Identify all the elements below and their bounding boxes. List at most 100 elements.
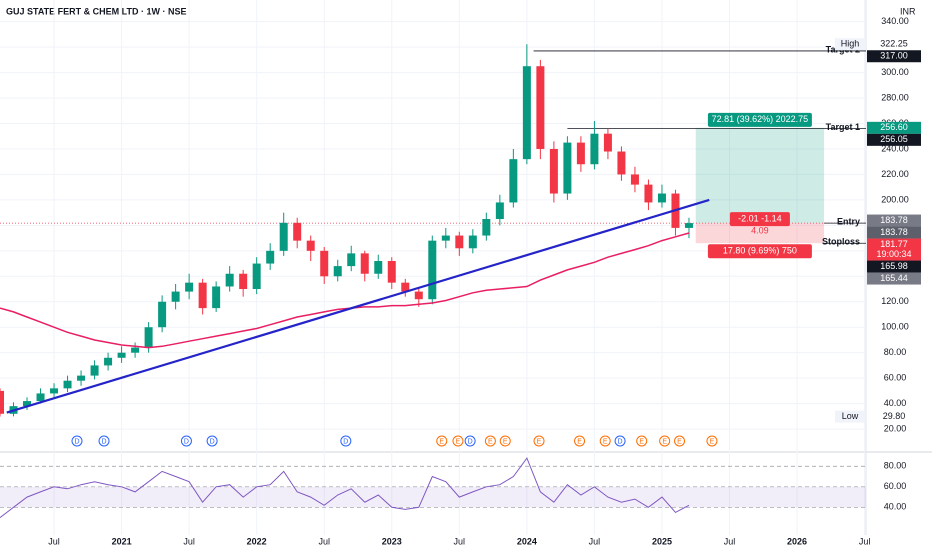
price-tag [867, 38, 921, 51]
candle-body [212, 286, 221, 309]
candle-body [104, 357, 113, 366]
event-marker [71, 435, 83, 447]
price-tag [867, 121, 921, 134]
candle-body [509, 159, 518, 203]
event-label: E [639, 438, 644, 445]
event-label: D [184, 438, 189, 445]
event-marker [636, 435, 648, 447]
event-marker [464, 435, 476, 447]
candle-body [387, 261, 396, 283]
rsi-tick-label: 60.00 [884, 481, 907, 491]
candle-body [441, 235, 450, 241]
candle-body [117, 352, 126, 358]
candle-body [617, 151, 626, 175]
x-tick-label: Jul [318, 536, 330, 546]
price-tag-label: 317.00 [880, 51, 908, 61]
event-label: E [488, 438, 493, 445]
candle-body [158, 301, 167, 328]
x-tick-label: 2022 [247, 536, 267, 546]
candle-body [414, 291, 423, 300]
event-marker [206, 435, 218, 447]
event-marker [98, 435, 110, 447]
level-label: Stoploss [822, 237, 860, 247]
candle-body [549, 148, 558, 194]
event-label: E [503, 438, 508, 445]
candle-body [90, 365, 99, 376]
candle-body [36, 393, 45, 402]
event-label: D [468, 438, 473, 445]
event-label: E [537, 438, 542, 445]
candle-body [590, 133, 599, 165]
price-tag-label: 165.98 [880, 261, 908, 271]
x-tick-label: 2025 [652, 536, 672, 546]
target-zone [695, 127, 825, 224]
candle-body [144, 327, 153, 348]
position-label: 72.81 (39.62%) 2022.75 [712, 114, 809, 124]
moving-average [0, 232, 690, 349]
candle-body [360, 253, 369, 274]
position-label-bg [729, 212, 790, 227]
y-tick-label: 120.00 [881, 296, 909, 306]
candle-body [279, 222, 288, 251]
price-tag-label: 29.80 [883, 411, 906, 421]
candle-body [0, 390, 4, 414]
candle-body [198, 282, 207, 309]
level-label: Target 1 [826, 122, 860, 132]
y-tick-label: 340.00 [881, 16, 909, 26]
x-tick-label: 2026 [787, 536, 807, 546]
candle-body [428, 240, 437, 300]
candle-body [401, 282, 410, 292]
price-tag-name: Low [842, 411, 859, 421]
x-tick-label: Jul [183, 536, 195, 546]
candle-body [225, 273, 234, 287]
y-tick-label: 100.00 [881, 322, 909, 332]
y-tick-label: 240.00 [881, 143, 909, 153]
price-tag-label: 256.60 [880, 122, 908, 132]
price-tag-name: High [841, 39, 860, 49]
candle-body [293, 222, 302, 241]
x-tick-label: Jul [859, 536, 871, 546]
candle-body [563, 142, 572, 194]
position-label: -2.01 -1.14 [738, 213, 782, 223]
rsi-tick-label: 40.00 [884, 502, 907, 512]
price-tag-label: 322.25 [880, 39, 908, 49]
candle-body [684, 223, 693, 228]
x-tick-label: Jul [724, 536, 736, 546]
candle-body [374, 261, 383, 274]
candle-body [77, 375, 86, 381]
event-marker [452, 435, 464, 447]
x-tick-label: Jul [454, 536, 466, 546]
y-tick-label: 40.00 [884, 398, 907, 408]
candle-body [63, 380, 72, 389]
trendline [6, 198, 710, 414]
candle-body [644, 184, 653, 203]
candle-body [468, 235, 477, 249]
rsi-line [0, 457, 690, 518]
price-tag [867, 260, 921, 273]
candle-body [23, 401, 32, 407]
event-marker [599, 435, 611, 447]
event-marker [614, 435, 626, 447]
event-label: E [439, 438, 444, 445]
y-tick-label: 280.00 [881, 92, 909, 102]
candle-body [536, 66, 545, 149]
chart-title: GUJ STATE FERT & CHEM LTD · 1W · NSE [6, 6, 187, 16]
event-marker [484, 435, 496, 447]
position-label: 4.09 [751, 225, 769, 235]
candle-body [495, 202, 504, 219]
price-tag-label: 181.77 [880, 239, 908, 249]
event-marker [436, 435, 448, 447]
price-tag [867, 214, 921, 227]
event-marker [659, 435, 671, 447]
candle-body [252, 263, 261, 290]
event-marker [706, 435, 718, 447]
event-label: E [456, 438, 461, 445]
currency: INR [900, 6, 916, 16]
candle-body [266, 250, 275, 264]
candle-body [347, 253, 356, 267]
position-label-bg [707, 112, 812, 127]
position-label: 17.80 (9.69%) 750 [723, 246, 797, 256]
candle-body [657, 193, 666, 203]
